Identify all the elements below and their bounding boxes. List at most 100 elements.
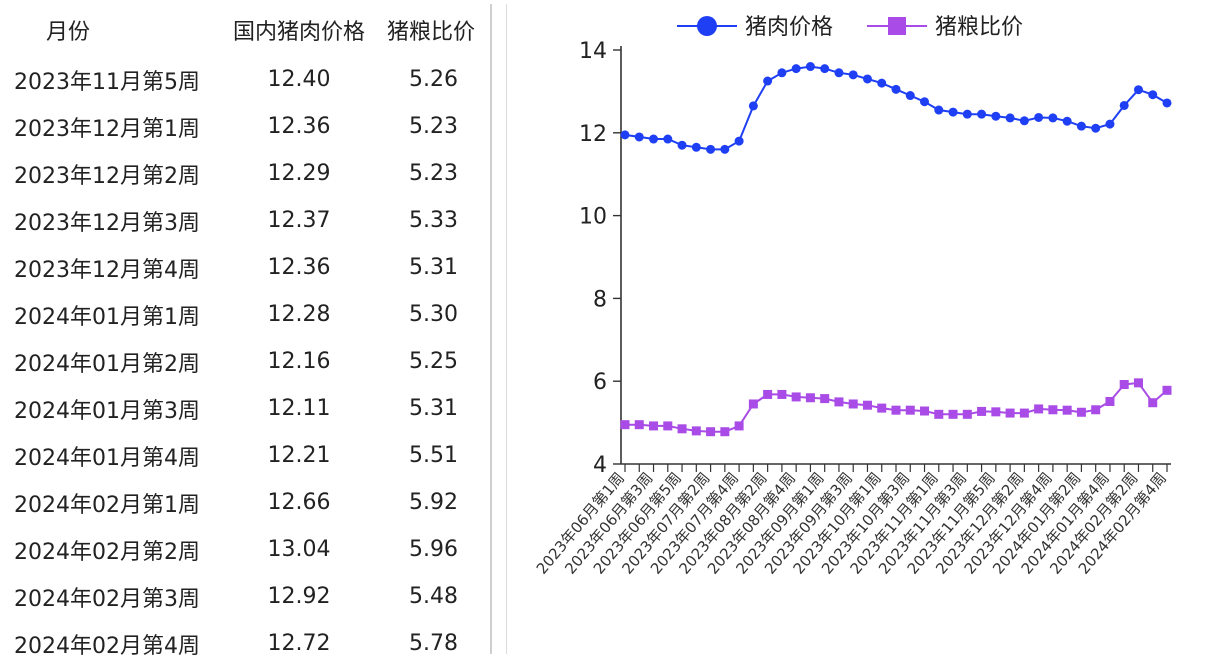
series-point [1105,396,1115,406]
series-point [1148,90,1158,100]
row-month: 2024年02月第2周 [14,539,200,565]
row-month: 2024年01月第2周 [14,351,200,377]
table-row: 2024年02月第2周 13.04 5.96 [4,526,486,573]
row-pork-price: 12.40 [267,67,331,92]
series-point [1005,113,1015,123]
price-table: 月份 国内猪肉价格 猪粮比价 2023年11月第5周 12.40 5.26 2023年… [4,4,486,667]
legend-pork-price-marker [697,16,717,36]
header-hog-grain-ratio: 猪粮比价 [386,20,475,45]
row-hog-grain-ratio: 5.25 [409,349,458,374]
series-point [1119,380,1129,390]
series-point [720,427,730,437]
series-point [734,421,744,431]
row-month: 2023年12月第3周 [14,210,200,236]
series-point [1019,116,1029,126]
series-point [977,109,987,119]
series-point [1105,119,1115,129]
series-point [1133,378,1143,388]
series-point [862,400,872,410]
series-point [905,405,915,415]
y-tick-label: 4 [593,453,607,478]
row-month: 2023年12月第4周 [14,257,200,283]
series-point [920,97,930,107]
row-hog-grain-ratio: 5.51 [409,443,458,468]
legend-hog-grain-ratio-marker [888,17,906,35]
series-point [706,427,716,437]
series-point [1005,408,1015,418]
table-body: 2023年11月第5周 12.40 5.26 2023年12月第1周 12.36 5.23… [4,56,486,667]
table-row: 2023年12月第4周 12.36 5.31 [4,244,486,291]
series-point [649,134,659,144]
series-point [748,101,758,111]
series-point [948,409,958,419]
row-pork-price: 12.36 [267,255,331,280]
series-point [934,409,944,419]
series-point [1034,404,1044,414]
table-row: 2024年01月第4周 12.21 5.51 [4,432,486,479]
row-hog-grain-ratio: 5.96 [409,537,458,562]
series-point [1019,408,1029,418]
series-point [877,78,887,88]
y-tick-label: 12 [579,122,607,147]
row-month: 2023年11月第5周 [14,69,200,95]
series-point [848,399,858,409]
series-point [1062,116,1072,126]
series-point [1162,98,1172,108]
series-point [962,409,972,419]
series-point [1062,405,1072,415]
series-point [1119,100,1129,110]
row-pork-price: 12.29 [267,161,331,186]
row-pork-price: 12.28 [267,302,331,327]
row-hog-grain-ratio: 5.78 [409,631,458,656]
series-point [1076,121,1086,131]
series-point [948,107,958,117]
table-row: 2024年01月第2周 12.16 5.25 [4,338,486,385]
series-point [805,62,815,72]
table-row: 2023年12月第2周 12.29 5.23 [4,150,486,197]
series-point [706,144,716,154]
row-pork-price: 13.04 [267,537,331,562]
series-point [777,389,787,399]
row-month: 2023年12月第2周 [14,163,200,189]
series-point [677,140,687,150]
row-hog-grain-ratio: 5.23 [409,114,458,139]
table-row: 2024年01月第3周 12.11 5.31 [4,385,486,432]
series-point [663,134,673,144]
series-point [905,91,915,101]
series-point [791,64,801,74]
row-hog-grain-ratio: 5.31 [409,396,458,421]
series-point [1162,385,1172,395]
series-point [991,111,1001,121]
row-month: 2024年02月第4周 [14,633,200,659]
series-point [634,420,644,430]
row-month: 2023年12月第1周 [14,116,200,142]
series-point [820,64,830,74]
y-tick-label: 6 [593,370,607,395]
y-tick-label: 14 [579,39,607,64]
series-point [677,424,687,434]
row-month: 2024年01月第1周 [14,304,200,330]
row-month: 2024年01月第3周 [14,398,200,424]
series-point [620,420,630,430]
row-hog-grain-ratio: 5.30 [409,302,458,327]
series-point [1048,405,1058,415]
series-point [720,144,730,154]
series-line [624,65,1168,151]
table-row: 2024年01月第1周 12.28 5.30 [4,291,486,338]
row-pork-price: 12.21 [267,443,331,468]
series-point [820,394,830,404]
series-point [891,405,901,415]
series-point [877,403,887,413]
row-pork-price: 12.66 [267,490,331,515]
row-pork-price: 12.11 [267,396,331,421]
series-point [663,421,673,431]
data-table-panel: 月份 国内猪肉价格 猪粮比价 2023年11月第5周 12.40 5.26 2023年… [4,4,492,659]
series-point [920,406,930,416]
series-point [1048,113,1058,123]
series-point [977,406,987,416]
series-point [634,132,644,142]
table-row: 2024年02月第1周 12.66 5.92 [4,479,486,526]
series-point [620,130,630,140]
table-row: 2023年12月第1周 12.36 5.23 [4,103,486,150]
series-point [734,136,744,146]
